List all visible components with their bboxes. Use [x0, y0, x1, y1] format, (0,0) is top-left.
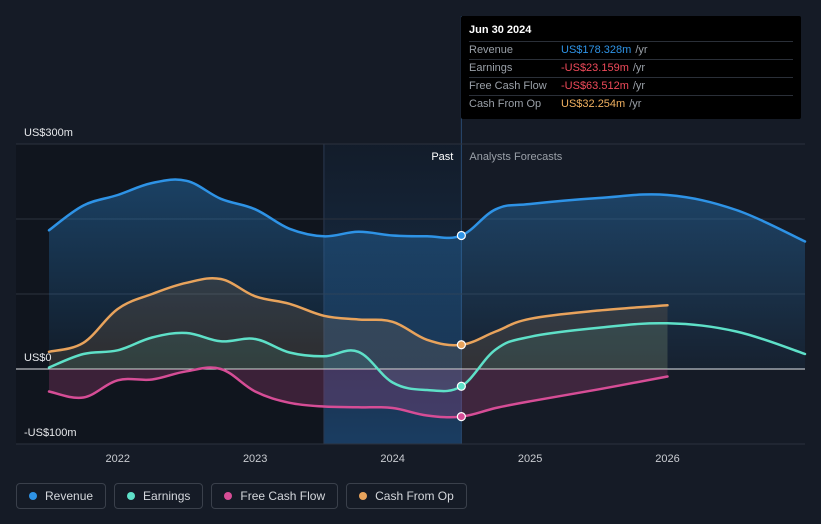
series-line-free-cash-flow [47, 366, 669, 419]
y-axis-label: US$0 [24, 352, 52, 364]
legend-dot-icon [224, 492, 233, 500]
tooltip-unit: /yr [629, 98, 642, 110]
tooltip-date: Jun 30 2024 [469, 24, 532, 36]
legend-dot-icon [127, 492, 136, 500]
tooltip-unit: /yr [632, 80, 646, 92]
tooltip-row: Cash From Op US$32.254m/yr [469, 95, 793, 113]
legend-item-earnings[interactable]: Earnings [114, 483, 204, 509]
legend-label: Cash From Op [375, 489, 454, 503]
tooltip-label: Cash From Op [469, 98, 542, 110]
highlight-point [456, 230, 466, 241]
tooltip-unit: /yr [632, 62, 646, 74]
x-tick-label: 2022 [105, 453, 129, 465]
x-tick-label: 2023 [243, 453, 267, 465]
legend-item-revenue[interactable]: Revenue [16, 483, 107, 509]
series-line-earnings [47, 321, 807, 393]
series-line-cash-from-op [47, 276, 669, 354]
x-tick-label: 2024 [380, 453, 404, 465]
revenue-area [49, 179, 805, 369]
tooltip-unit: /yr [635, 44, 648, 56]
series-line-revenue [47, 178, 807, 243]
tooltip-value: US$32.254m [561, 98, 626, 110]
legend-item-cash-from-op[interactable]: Cash From Op [346, 483, 467, 509]
tooltip-row: Revenue US$178.328m/yr [469, 41, 793, 59]
tooltip-panel: Jun 30 2024 Revenue US$178.328m/yr Earning… [461, 16, 801, 119]
tooltip-row: Free Cash Flow -US$63.512m/yr [469, 77, 793, 95]
forecast-label: Analysts Forecasts [469, 151, 562, 163]
highlight-point [456, 412, 466, 422]
tooltip-value: US$178.328m [561, 44, 632, 56]
legend-label: Free Cash Flow [240, 489, 326, 503]
tooltip-label: Free Cash Flow [469, 80, 547, 92]
highlight-point [456, 340, 466, 350]
legend-dot-icon [359, 492, 368, 500]
tooltip-label: Revenue [469, 44, 514, 56]
tooltip-row: Earnings -US$23.159m/yr [469, 59, 793, 77]
y-axis-label: -US$100m [24, 427, 77, 439]
legend-label: Revenue [45, 489, 94, 503]
tooltip-value: -US$63.512m [561, 80, 629, 92]
legend-item-free-cash-flow[interactable]: Free Cash Flow [211, 483, 339, 509]
legend-dot-icon [29, 492, 37, 500]
x-tick-label: 2026 [655, 453, 679, 465]
x-tick-label: 2025 [518, 453, 542, 465]
tooltip-value: -US$23.159m [561, 62, 629, 74]
y-axis-label: US$300m [24, 127, 73, 139]
legend: Revenue Earnings Free Cash Flow Cash From O… [16, 483, 467, 509]
chart-canvas: US$300m US$0 -US$100m 2022 2023 2024 2025 2026 P… [16, 16, 807, 465]
past-label: Past [431, 151, 453, 163]
highlight-point [456, 381, 466, 391]
free-cash-flow-area [49, 367, 668, 418]
cash-from-op-area [49, 278, 668, 369]
earnings-area [49, 323, 668, 392]
legend-label: Earnings [143, 489, 191, 503]
tooltip-label: Earnings [469, 62, 513, 74]
